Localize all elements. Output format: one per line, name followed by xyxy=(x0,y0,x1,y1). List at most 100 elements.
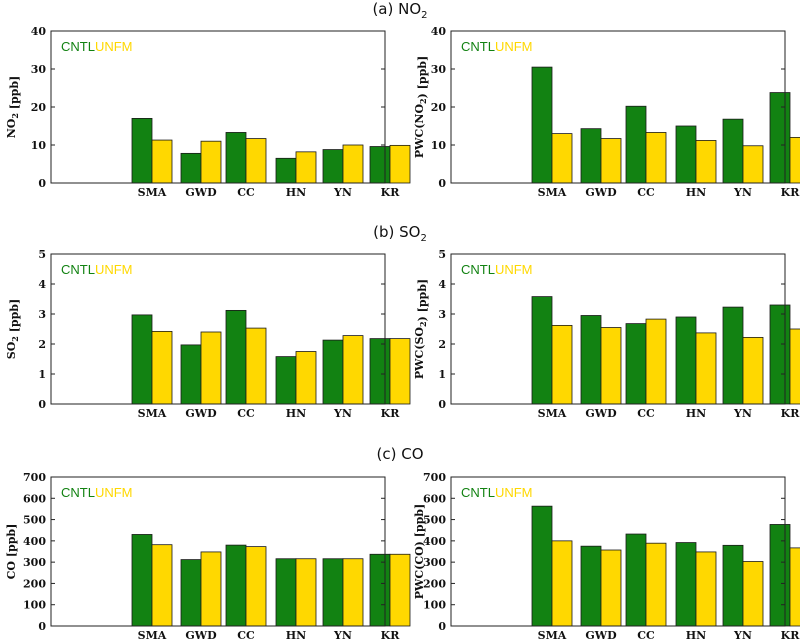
y-tick-label: 30 xyxy=(431,63,447,76)
y-tick-label: 1 xyxy=(438,368,446,381)
bar-unfm-kr xyxy=(389,338,411,405)
bar-cntl-hn xyxy=(675,316,697,405)
x-tick-label: KR xyxy=(381,407,401,420)
bar-unfm-hn xyxy=(295,351,317,405)
x-tick-label: CC xyxy=(237,629,255,640)
bar-cntl-yn xyxy=(722,306,744,405)
bar-unfm-sma xyxy=(551,324,573,405)
x-tick-label: KR xyxy=(781,407,800,420)
y-tick-label: 40 xyxy=(431,25,447,38)
bar-chart-panel: SMA GWD CC HN YN KR 0 100 200 300 400 500 600 700 CO [… xyxy=(5,471,411,640)
y-tick-label: 700 xyxy=(23,471,46,484)
y-tick-label: 600 xyxy=(423,492,446,505)
bar-unfm-sma xyxy=(551,133,573,184)
bar-cntl-yn xyxy=(322,339,344,405)
bar-cntl-gwd xyxy=(180,344,202,405)
x-tick-label: CC xyxy=(637,186,655,199)
y-tick-label: 10 xyxy=(431,139,447,152)
x-tick-label: SMA xyxy=(138,186,167,199)
x-tick-label: YN xyxy=(333,186,352,199)
y-tick-label: 2 xyxy=(38,338,46,351)
bar-cntl-hn xyxy=(275,558,297,627)
bar-unfm-cc xyxy=(245,138,267,184)
legend-unfm: UNFM xyxy=(495,262,533,277)
x-tick-label: HN xyxy=(286,186,306,199)
bar-cntl-hn xyxy=(275,157,297,184)
bar-cntl-sma xyxy=(131,314,153,405)
x-tick-label: HN xyxy=(286,407,306,420)
bar-unfm-hn xyxy=(295,558,317,627)
bar-unfm-gwd xyxy=(600,327,622,405)
x-tick-label: YN xyxy=(333,629,352,640)
y-tick-label: 4 xyxy=(438,278,446,291)
legend: CNTLUNFM xyxy=(461,39,533,54)
y-tick-label: 300 xyxy=(423,556,446,569)
x-tick-label: HN xyxy=(686,629,706,640)
bar-cntl-gwd xyxy=(580,128,602,184)
bar-unfm-cc xyxy=(645,318,667,405)
legend-cntl: CNTL xyxy=(461,262,495,277)
legend-unfm: UNFM xyxy=(495,485,533,500)
y-tick-label: 30 xyxy=(31,63,47,76)
section-title-no2: (a) NO2 xyxy=(372,0,427,21)
bar-cntl-yn xyxy=(722,544,744,627)
bar-cntl-sma xyxy=(531,296,553,405)
bar-unfm-gwd xyxy=(200,331,222,405)
bar-cntl-kr xyxy=(369,553,391,627)
legend-unfm: UNFM xyxy=(95,262,133,277)
y-tick-label: 20 xyxy=(431,101,447,114)
x-tick-label: HN xyxy=(286,629,306,640)
x-tick-label: SMA xyxy=(138,629,167,640)
x-tick-label: KR xyxy=(781,629,800,640)
y-tick-label: 0 xyxy=(38,398,46,411)
bar-unfm-hn xyxy=(695,140,717,184)
y-axis-label: PWC(NO2) [ppb] xyxy=(413,56,429,158)
bar-unfm-gwd xyxy=(600,138,622,184)
x-tick-label: HN xyxy=(686,186,706,199)
bar-unfm-hn xyxy=(295,151,317,184)
bar-unfm-kr xyxy=(389,553,411,627)
x-tick-label: YN xyxy=(733,186,752,199)
y-tick-label: 100 xyxy=(23,599,46,612)
legend: CNTLUNFM xyxy=(61,39,133,54)
x-tick-label: SMA xyxy=(538,407,567,420)
x-tick-label: YN xyxy=(733,629,752,640)
bar-unfm-kr xyxy=(789,547,800,627)
bar-cntl-kr xyxy=(369,338,391,405)
bar-cntl-hn xyxy=(675,125,697,184)
legend-cntl: CNTL xyxy=(61,39,95,54)
bar-unfm-cc xyxy=(645,132,667,184)
y-tick-label: 20 xyxy=(31,101,47,114)
y-axis-label: PWC(SO2) [ppb] xyxy=(413,279,429,379)
bar-cntl-gwd xyxy=(180,152,202,184)
y-tick-label: 5 xyxy=(38,248,46,261)
x-tick-label: SMA xyxy=(538,186,567,199)
legend-cntl: CNTL xyxy=(61,262,95,277)
y-tick-label: 0 xyxy=(438,177,446,190)
bar-unfm-cc xyxy=(245,327,267,405)
bar-cntl-cc xyxy=(625,105,647,184)
x-tick-label: YN xyxy=(333,407,352,420)
bar-cntl-kr xyxy=(769,304,791,405)
bar-unfm-sma xyxy=(551,540,573,627)
y-tick-label: 10 xyxy=(31,139,47,152)
bar-unfm-kr xyxy=(389,144,411,184)
y-tick-label: 300 xyxy=(23,556,46,569)
y-tick-label: 1 xyxy=(38,368,46,381)
legend-unfm: UNFM xyxy=(95,485,133,500)
bar-cntl-cc xyxy=(225,544,247,627)
plot-frame xyxy=(450,253,786,405)
bar-cntl-hn xyxy=(675,542,697,627)
bar-unfm-yn xyxy=(342,558,364,627)
bar-cntl-yn xyxy=(322,149,344,184)
legend: CNTLUNFM xyxy=(61,262,133,277)
bar-chart-panel: SMA GWD CC HN YN KR 0 100 200 300 400 500 600 700 PWC(… xyxy=(413,471,800,640)
y-axis-label: CO [ppb] xyxy=(5,524,18,580)
bar-chart-panel: SMA GWD CC HN YN KR 0 10 20 30 40 PWC(NO2) [ppb] CNT… xyxy=(413,25,800,199)
y-tick-label: 0 xyxy=(38,177,46,190)
legend: CNTLUNFM xyxy=(61,485,133,500)
legend-cntl: CNTL xyxy=(61,485,95,500)
x-tick-label: CC xyxy=(237,407,255,420)
x-tick-label: KR xyxy=(381,629,401,640)
bar-unfm-yn xyxy=(742,145,764,184)
